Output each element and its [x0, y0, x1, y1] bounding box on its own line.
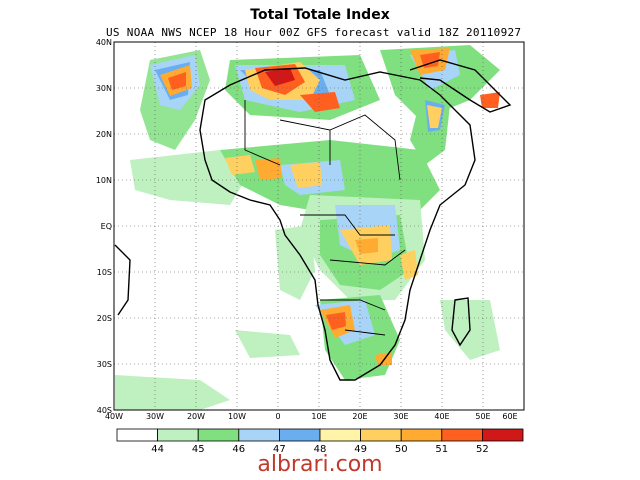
- map-frame: [113, 41, 525, 411]
- color-bar: [116, 428, 524, 442]
- color-bar-swatch: [278, 428, 321, 442]
- color-bar-swatch: [319, 428, 361, 442]
- color-bar-label: 49: [354, 444, 367, 455]
- color-bar-label: 47: [273, 444, 286, 455]
- lon-label: 40E: [434, 412, 449, 421]
- lat-label: 30N: [96, 84, 112, 93]
- lon-label: 20W: [187, 412, 205, 421]
- color-bar-swatch: [400, 428, 443, 442]
- lat-label: EQ: [101, 222, 112, 231]
- longitude-labels: 40W 30W 20W 10W 0 10E 20E 30E 40E 50E 60…: [105, 412, 518, 421]
- borders: [244, 100, 406, 336]
- latitude-labels: 40N 30N 20N 10N EQ 10S 20S 30S 40S: [96, 38, 112, 415]
- lon-label: 50E: [475, 412, 490, 421]
- color-bar-label: 48: [314, 444, 327, 455]
- index-shading: [115, 45, 500, 410]
- color-bar-swatch: [116, 428, 158, 442]
- lon-label: 30E: [393, 412, 408, 421]
- lon-label: 30W: [146, 412, 164, 421]
- lat-label: 40S: [97, 406, 112, 415]
- lon-label: 20E: [352, 412, 367, 421]
- color-bar-label: 50: [395, 444, 408, 455]
- coastlines: [114, 59, 512, 381]
- color-bar-swatch: [481, 428, 524, 442]
- lat-label: 20S: [97, 314, 112, 323]
- lon-label: 60E: [502, 412, 517, 421]
- lat-label: 30S: [97, 360, 112, 369]
- color-bar-label: 52: [476, 444, 489, 455]
- map-title: Total Totale Index: [250, 7, 390, 23]
- color-bar-swatch: [441, 428, 483, 442]
- lat-label: 20N: [96, 130, 112, 139]
- color-bar-labels: 44 45 46 47 48 49 50 51 52: [151, 444, 489, 455]
- color-bar-label: 51: [435, 444, 448, 455]
- map-subtitle: US NOAA NWS NCEP 18 Hour 00Z GFS forecas…: [106, 26, 522, 39]
- lat-label: 40N: [96, 38, 112, 47]
- color-bar-swatch: [197, 428, 240, 442]
- lon-label: 40W: [105, 412, 123, 421]
- color-bar-label: 46: [232, 444, 245, 455]
- color-bar-swatch: [157, 428, 199, 442]
- graticule: [114, 42, 524, 410]
- lon-label: 10E: [311, 412, 326, 421]
- color-bar-swatch: [360, 428, 402, 442]
- lon-label: 10W: [228, 412, 246, 421]
- lon-label: 0: [275, 412, 280, 421]
- color-bar-label: 45: [192, 444, 205, 455]
- watermark-text: albrari.com: [257, 452, 383, 477]
- lat-label: 10N: [96, 176, 112, 185]
- color-bar-label: 44: [151, 444, 164, 455]
- color-bar-swatch: [238, 428, 280, 442]
- lat-label: 10S: [97, 268, 112, 277]
